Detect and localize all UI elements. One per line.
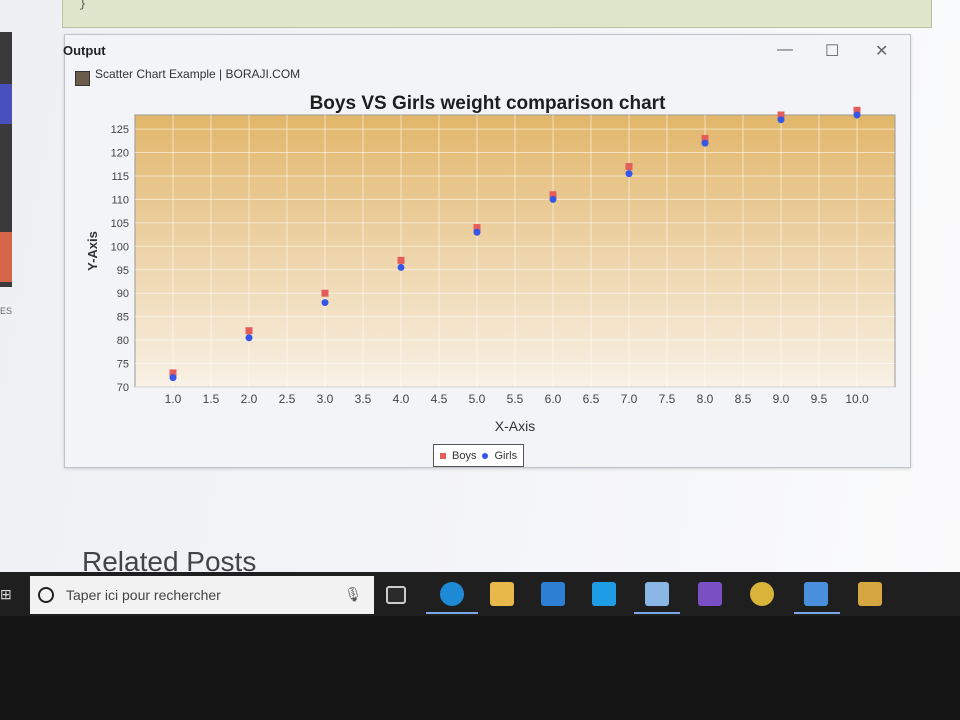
output-label: Output bbox=[63, 43, 106, 58]
media-app-icon[interactable] bbox=[804, 582, 828, 606]
girls-point bbox=[245, 334, 253, 342]
activity-accent-orange bbox=[0, 232, 12, 282]
y-tick-label: 90 bbox=[117, 288, 129, 300]
x-tick-label: 9.5 bbox=[811, 392, 828, 406]
girls-point bbox=[321, 299, 329, 307]
legend-boys-marker bbox=[440, 452, 446, 459]
x-tick-label: 8.5 bbox=[735, 392, 752, 406]
maximize-button[interactable]: ☐ bbox=[825, 43, 840, 60]
edge-icon[interactable] bbox=[440, 582, 464, 606]
boys-point bbox=[701, 134, 709, 142]
monitor-bezel bbox=[0, 616, 960, 720]
activity-accent-blue bbox=[0, 84, 12, 124]
x-tick-label: 1.5 bbox=[203, 392, 220, 406]
window-title: Scatter Chart Example | BORAJI.COM bbox=[95, 67, 301, 81]
y-tick-label: 75 bbox=[117, 359, 129, 371]
taskbar-search[interactable]: Taper ici pour rechercher 🎙 bbox=[30, 576, 374, 614]
y-tick-label: 110 bbox=[111, 194, 129, 206]
related-posts-heading: Related Posts bbox=[82, 546, 257, 577]
y-tick-label: 125 bbox=[111, 124, 129, 136]
y-tick-label: 120 bbox=[111, 148, 129, 160]
y-tick-label: 80 bbox=[117, 335, 129, 347]
edge-active-indicator bbox=[426, 612, 478, 614]
x-tick-label: 3.0 bbox=[317, 392, 334, 406]
boys-point bbox=[777, 111, 785, 119]
y-axis-label: Y-Axis bbox=[85, 231, 100, 271]
screen: } ES — ☐ ✕ Scatter Chart Example | BORAJ… bbox=[0, 0, 960, 616]
y-tick-label: 115 bbox=[111, 171, 129, 183]
x-tick-label: 4.0 bbox=[393, 392, 410, 406]
girls-point bbox=[169, 374, 177, 382]
scatter-chart: 1.0 1.5 2.0 2.5 3.0 3.5 4.0 4.5 5.0 5.5 6.0 6.5 7.0 7… bbox=[85, 106, 896, 434]
cortana-icon bbox=[38, 587, 54, 603]
girls-point bbox=[397, 263, 405, 271]
legend-boys-label: Boys bbox=[452, 449, 477, 462]
legend-girls-label: Girls bbox=[494, 449, 518, 462]
cube-active-indicator bbox=[634, 612, 680, 614]
x-axis-label: X-Axis bbox=[495, 418, 535, 434]
media-active-indicator bbox=[794, 612, 840, 614]
chart-window: — ☐ ✕ Scatter Chart Example | BORAJI.COM… bbox=[64, 34, 911, 468]
ide-activity-bar bbox=[0, 32, 12, 287]
y-tick-label: 95 bbox=[117, 265, 129, 277]
x-tick-label: 8.0 bbox=[697, 392, 714, 406]
girls-point bbox=[549, 195, 557, 203]
visual-studio-icon[interactable] bbox=[698, 582, 722, 606]
x-tick-label: 9.0 bbox=[773, 392, 790, 406]
code-editor-strip[interactable]: } bbox=[62, 0, 932, 28]
boys-point bbox=[625, 163, 633, 171]
x-tick-label: 3.5 bbox=[355, 392, 372, 406]
girls-point bbox=[473, 228, 481, 236]
y-tick-label: 85 bbox=[117, 312, 129, 324]
side-text: ES bbox=[0, 306, 13, 316]
y-tick-label: 105 bbox=[111, 218, 129, 230]
boys-point bbox=[473, 224, 481, 232]
girls-point bbox=[701, 139, 709, 147]
chart-legend: Boys Girls bbox=[433, 444, 525, 467]
x-tick-label: 6.0 bbox=[545, 392, 562, 406]
girls-point bbox=[853, 111, 861, 119]
x-tick-label: 10.0 bbox=[845, 392, 869, 406]
minimize-button[interactable]: — bbox=[777, 41, 793, 58]
star-app-icon[interactable] bbox=[750, 582, 774, 606]
close-button[interactable]: ✕ bbox=[875, 43, 889, 60]
microphone-icon[interactable]: 🎙 bbox=[344, 586, 362, 602]
x-tick-label: 2.0 bbox=[241, 392, 258, 406]
boys-point bbox=[321, 289, 329, 297]
boys-point bbox=[853, 106, 861, 114]
boys-point bbox=[169, 369, 177, 377]
x-tick-label: 2.5 bbox=[279, 392, 296, 406]
java-app-icon bbox=[75, 71, 90, 86]
x-tick-label: 7.5 bbox=[659, 392, 676, 406]
windows-start-icon[interactable]: ⊞ bbox=[0, 586, 12, 602]
task-view-icon[interactable] bbox=[386, 586, 406, 604]
puzzle-app-icon[interactable] bbox=[858, 582, 882, 606]
file-explorer-icon[interactable] bbox=[490, 582, 514, 606]
code-brace: } bbox=[79, 0, 87, 11]
search-placeholder: Taper ici pour rechercher bbox=[66, 587, 221, 603]
boys-point bbox=[397, 256, 405, 264]
x-tick-label: 5.5 bbox=[507, 392, 524, 406]
x-tick-label: 4.5 bbox=[431, 392, 448, 406]
girls-point bbox=[777, 116, 785, 124]
vscode-icon[interactable] bbox=[592, 582, 616, 606]
chart-title: Boys VS Girls weight comparison chart bbox=[309, 93, 666, 114]
y-tick-label: 70 bbox=[117, 382, 129, 394]
boys-point bbox=[549, 191, 557, 199]
boys-point bbox=[245, 327, 253, 335]
mail-icon[interactable] bbox=[541, 582, 565, 606]
x-tick-label: 6.5 bbox=[583, 392, 600, 406]
x-tick-label: 7.0 bbox=[621, 392, 638, 406]
girls-point bbox=[625, 170, 633, 178]
x-tick-label: 5.0 bbox=[469, 392, 486, 406]
x-tick-label: 1.0 bbox=[165, 392, 182, 406]
legend-girls-marker bbox=[482, 452, 489, 459]
y-tick-label: 100 bbox=[111, 241, 129, 253]
cube-app-icon[interactable] bbox=[645, 582, 669, 606]
taskbar: ⊞ Taper ici pour rechercher 🎙 bbox=[0, 572, 960, 616]
